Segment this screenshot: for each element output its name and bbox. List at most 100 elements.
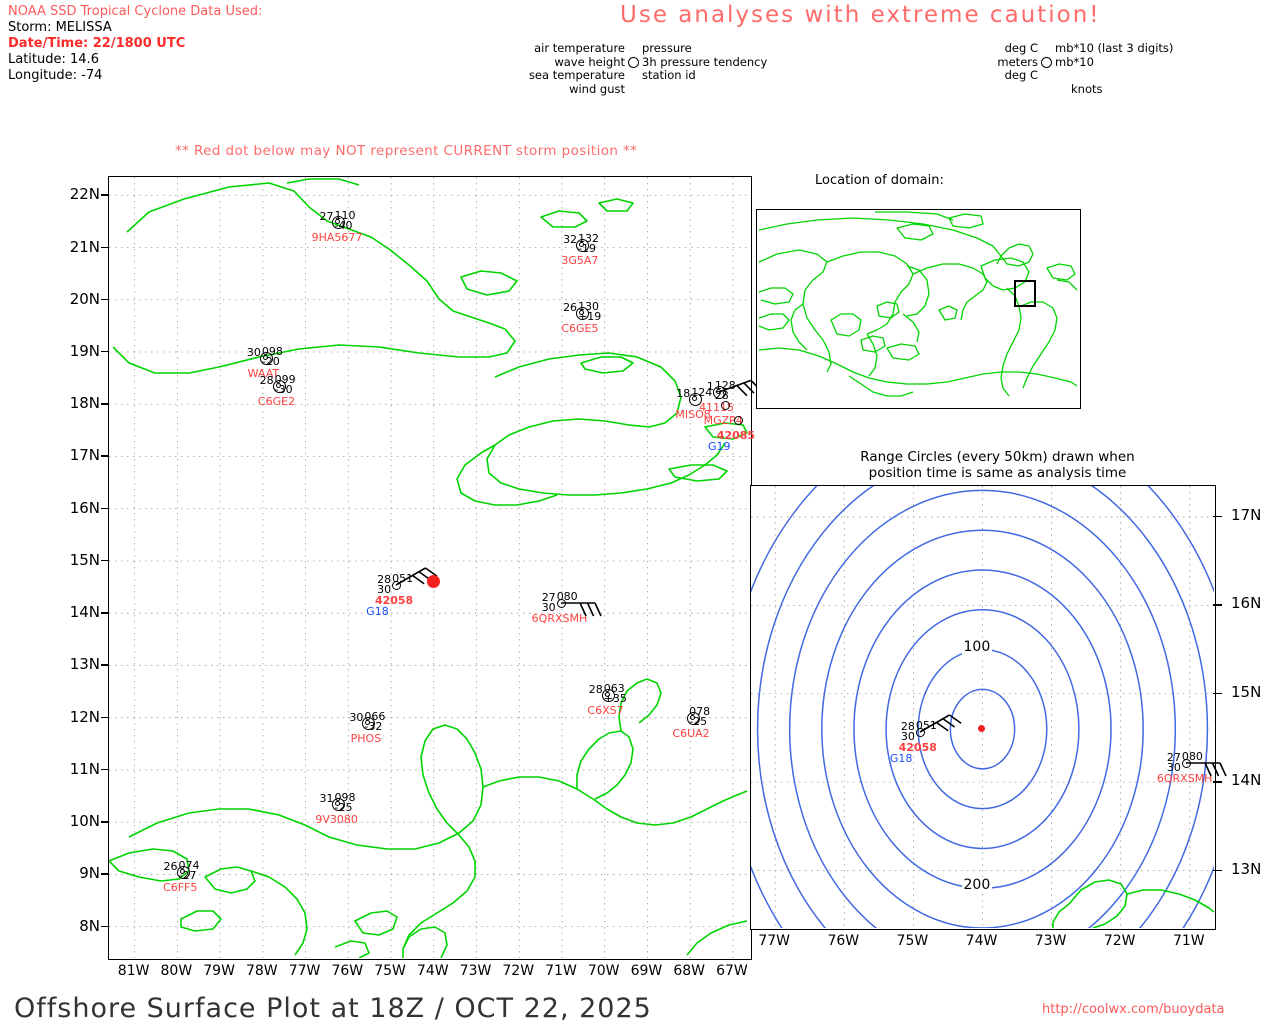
station-id-label: 6QRXSMH (531, 612, 588, 626)
station-sea-temperature: 30 (900, 730, 915, 744)
x-axis-tick-label: 71W (545, 963, 577, 979)
longitude-line: Longitude: -74 (8, 68, 103, 83)
station-id-label: MGZP4 (703, 413, 743, 427)
range-x-tick-label: 72W (1103, 933, 1136, 949)
legend-unit-row: deg C mb*10 (last 3 digits) (990, 41, 1174, 56)
legend-unit-deg-c-sea: deg C (1004, 68, 1038, 82)
range-y-tick-label: 13N (1231, 859, 1262, 878)
world-map-canvas (758, 211, 1078, 397)
y-axis-tick-label: 10N (69, 812, 100, 831)
y-axis-tick (101, 194, 108, 196)
station-circle-icon (1041, 56, 1052, 68)
station-sea-temperature: 30 (377, 582, 392, 596)
range-circles-panel[interactable] (724, 410, 1241, 1024)
range-x-tick-label: 71W (1172, 933, 1205, 949)
y-axis-tick (101, 925, 108, 928)
station-id-label: MISO8 (675, 408, 711, 422)
station-circle-icon (915, 728, 925, 738)
range-y-tick (1213, 692, 1222, 695)
y-axis-tick (101, 612, 108, 614)
domain-highlight-box (1014, 280, 1036, 307)
station-id-label: C6UA2 (672, 727, 710, 741)
wind-barb (1185, 762, 1227, 777)
caution-banner: Use analyses with extreme caution! (620, 2, 1101, 28)
x-axis-tick-label: 79W (203, 963, 235, 979)
domain-inset-title: Location of domain: (815, 173, 944, 188)
x-axis-tick-label: 72W (502, 963, 535, 979)
storm-name-line: Storm: MELISSA (8, 20, 112, 35)
legend-label-wind-gust: wind gust (569, 81, 625, 96)
world-map-inset[interactable] (756, 209, 1081, 409)
range-gridlines (751, 486, 1214, 928)
station-pressure: 098 (261, 344, 283, 358)
x-axis-tick-label: 68W (673, 963, 705, 979)
x-axis-tick-label: 76W (331, 963, 364, 979)
station-pressure: 130 (578, 300, 600, 314)
y-axis-tick-label: 18N (69, 394, 100, 413)
range-y-tick-label: 16N (1231, 594, 1262, 613)
station-pressure: 098 (334, 791, 356, 805)
footer-title: Offshore Surface Plot at 18Z / OCT 22, 2… (14, 993, 652, 1024)
station-air-temperature: 26 (563, 301, 578, 315)
station-pressure: 128 (714, 378, 736, 392)
station-id-label: C6FF5 (163, 881, 198, 895)
station-id-label: 42085 (716, 429, 756, 443)
station-circle-icon (176, 866, 190, 880)
main-map-panel[interactable] (108, 176, 752, 960)
station-air-temperature: 27 (1166, 751, 1181, 765)
range-x-tick-label: 75W (896, 933, 929, 949)
station-id-label: 6QRXSMH (1156, 772, 1213, 786)
station-pressure: 132 (578, 232, 600, 246)
legend-units: deg C mb*10 (last 3 digits) meters mb*10… (990, 41, 1174, 96)
legend-unit-mb10: mb*10 (1055, 54, 1094, 69)
range-center-storm-dot (978, 724, 985, 732)
station-id-label: 9V3080 (315, 813, 358, 827)
station-id-label: 42058 (898, 741, 937, 755)
station-pressure-tendency: +35 (603, 691, 627, 705)
legend-descriptions: air temperature pressure wave height 3h … (520, 41, 767, 96)
station-circle-icon (734, 416, 744, 426)
wind-barb (560, 602, 602, 617)
station-pressure-tendency: -25 (334, 801, 353, 815)
station-air-temperature: 31 (319, 792, 334, 806)
station-air-temperature: 30 (349, 711, 364, 725)
range-title-line-2: position time is same as analysis time (868, 465, 1127, 481)
station-pressure: 080 (1181, 750, 1203, 764)
station-air-temperature: 32 (563, 233, 578, 247)
wind-barb (718, 379, 762, 396)
legend-label-pressure: pressure (642, 41, 692, 55)
y-axis-tick (101, 351, 108, 353)
station-circle-icon (628, 56, 639, 68)
station-pressure-tendency: 28 (714, 388, 729, 402)
station-pressure-tendency: -27 (178, 869, 197, 883)
y-axis-tick (101, 873, 108, 875)
y-axis-tick-label: 15N (69, 550, 100, 569)
y-axis-tick-label: 8N (79, 916, 100, 935)
station-pressure: 080 (556, 590, 578, 604)
y-axis-tick-label: 22N (69, 185, 100, 204)
station-id-label: 9HA5677 (311, 230, 363, 244)
legend-unit-knots: knots (1071, 81, 1103, 96)
station-pressure: 051 (392, 571, 414, 585)
station-id-label: WAAT (247, 366, 280, 380)
station-air-temperature: 28 (588, 682, 603, 696)
x-axis-tick-label: 67W (716, 963, 748, 979)
station-air-temperature: 28 (900, 720, 915, 734)
legend-label-wave-height: wave height (554, 54, 625, 69)
station-pressure: 051 (915, 719, 937, 733)
range-circle-label: 100 (961, 638, 993, 655)
range-x-tick-label: 73W (1034, 933, 1067, 949)
footer-url-link[interactable]: http://coolwx.com/buoydata (1042, 1002, 1225, 1017)
station-sea-temperature: 30 (1166, 761, 1181, 775)
range-y-tick (1213, 604, 1222, 606)
x-axis-tick-label: 81W (117, 963, 150, 979)
station-pressure-tendency: -20 (261, 354, 280, 368)
legend-row: air temperature pressure (520, 41, 767, 56)
station-wind-gust: G18 (366, 604, 389, 618)
station-pressure: 078 (689, 705, 711, 719)
y-axis-tick-label: 17N (69, 446, 100, 465)
station-id-label: 42058 (374, 593, 414, 607)
station-circle-icon (687, 712, 701, 726)
station-pressure: 066 (364, 710, 386, 724)
station-id-label: C6XS7 (587, 703, 624, 717)
